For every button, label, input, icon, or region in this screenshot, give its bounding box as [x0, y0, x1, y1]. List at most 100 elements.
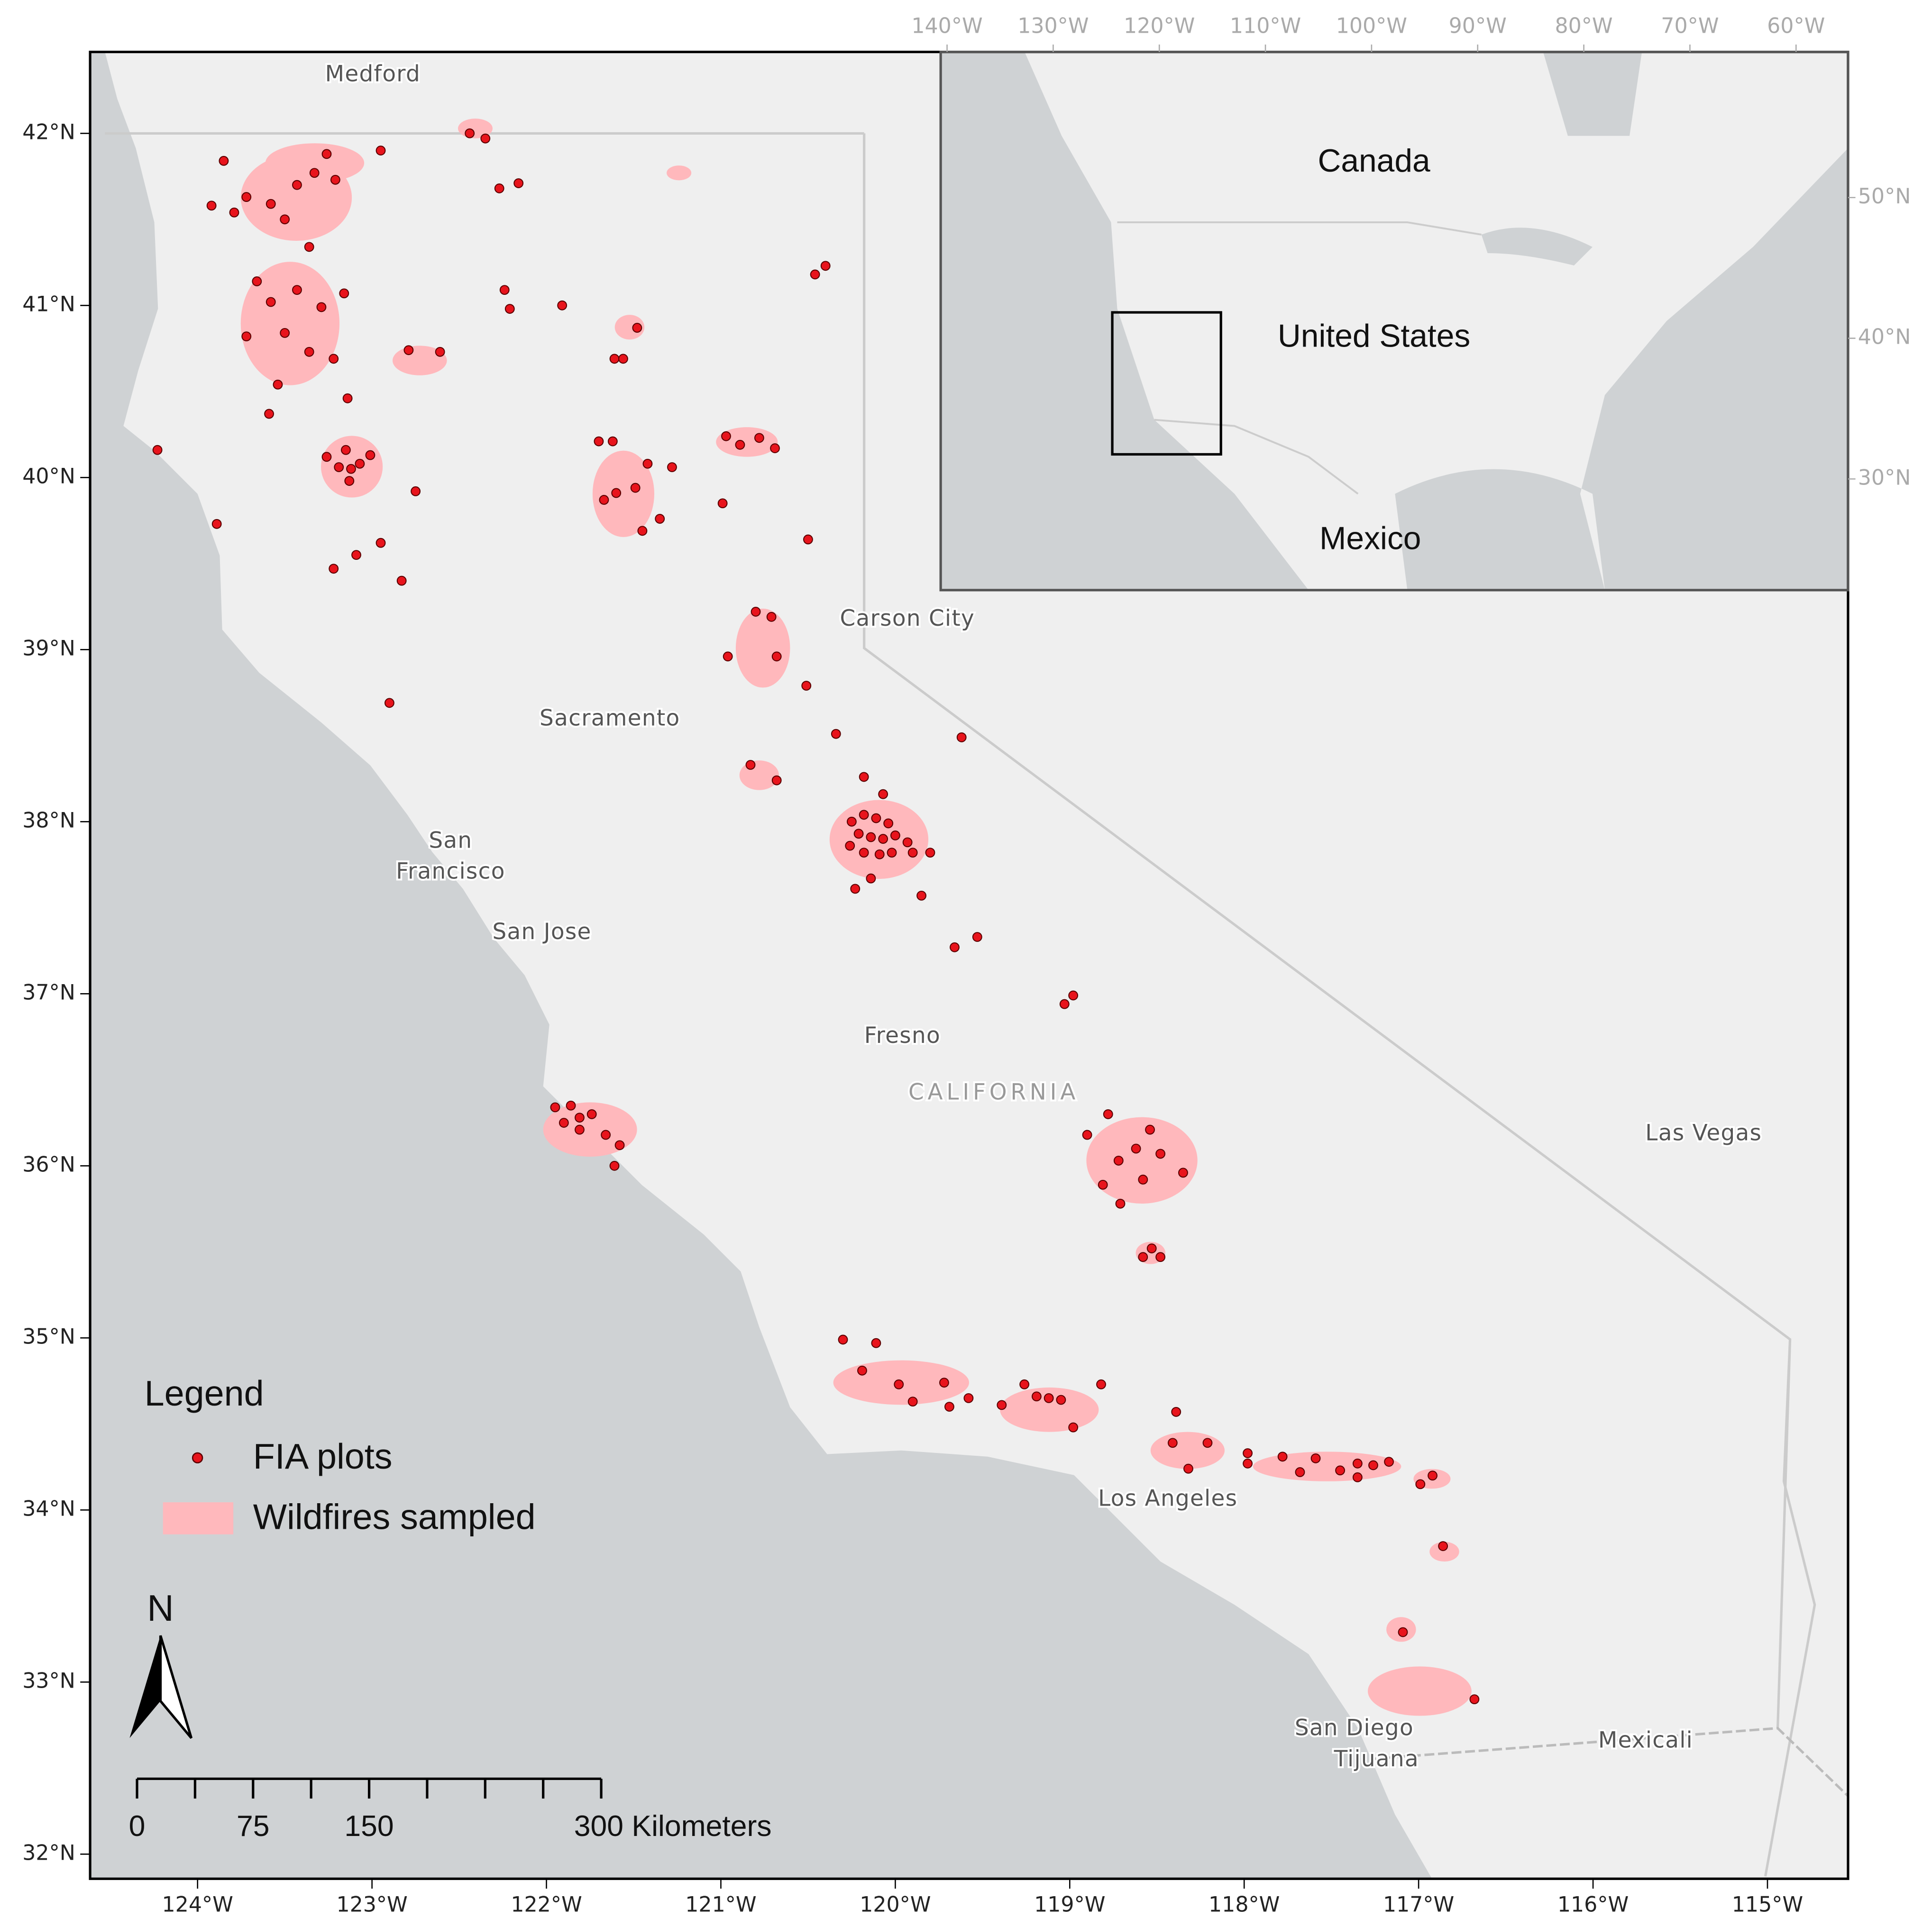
place-label: Las Vegas — [1645, 1121, 1762, 1146]
fia-plot — [902, 837, 913, 848]
fia-plot — [831, 729, 841, 739]
place-label: Tijuana — [1334, 1746, 1419, 1772]
fia-plot — [907, 1397, 918, 1407]
x-tick-label: 119°W — [1034, 1893, 1105, 1917]
fia-plot — [499, 285, 510, 295]
y-tick-label: 38°N — [22, 808, 75, 832]
fia-plot — [1131, 1143, 1141, 1154]
fia-plot — [292, 285, 302, 295]
y-tick-label: 34°N — [22, 1497, 75, 1521]
fia-plot — [997, 1400, 1007, 1410]
fia-plot — [1243, 1458, 1253, 1469]
fia-plot — [375, 538, 386, 548]
fia-plot — [871, 813, 881, 823]
fia-plot — [771, 651, 782, 662]
fia-plot — [609, 354, 620, 364]
fia-plot — [241, 331, 252, 342]
scale-bar: 0 75 150 300 Kilometers — [129, 1777, 772, 1843]
fia-plot — [845, 840, 855, 851]
fia-plot — [1056, 1395, 1066, 1405]
inset-y-tick-label: 40°N — [1858, 325, 1911, 349]
fia-plot — [723, 651, 733, 662]
fia-plot — [751, 607, 761, 617]
fia-plot — [1138, 1252, 1148, 1262]
y-tick-label: 33°N — [22, 1669, 75, 1693]
fia-plot — [403, 345, 414, 356]
fia-plot — [1277, 1452, 1288, 1462]
fia-plot — [1068, 1422, 1079, 1433]
fia-plot — [614, 1140, 625, 1151]
fia-plot — [1352, 1458, 1363, 1469]
fia-plot — [1138, 1174, 1148, 1185]
fia-plot — [963, 1393, 974, 1403]
fia-plot — [550, 1102, 560, 1113]
fia-plot — [632, 323, 642, 333]
fia-plot — [925, 848, 935, 858]
y-tick-label: 41°N — [22, 292, 75, 316]
fia-plot — [810, 269, 820, 280]
fia-plot — [630, 483, 641, 493]
fia-plot — [1183, 1463, 1193, 1474]
fia-plot — [339, 288, 349, 299]
fia-plot — [1202, 1438, 1213, 1448]
y-tick-label: 35°N — [22, 1324, 75, 1349]
fia-plot — [385, 698, 394, 708]
fia-plot — [1428, 1470, 1438, 1481]
place-label: Mexicali — [1598, 1728, 1693, 1753]
inset-x-tick-label: 60°W — [1767, 14, 1825, 38]
place-label: Los Angeles — [1098, 1486, 1237, 1511]
fia-plot — [846, 816, 857, 827]
arrow-right — [159, 1635, 193, 1739]
fia-plot — [504, 304, 515, 314]
fia-plot — [766, 612, 777, 622]
fia-plot — [252, 276, 262, 286]
fia-plot — [1113, 1156, 1124, 1166]
inset-x-tick-label: 140°W — [911, 14, 982, 38]
fia-plot — [803, 534, 813, 545]
fia-plot — [717, 498, 728, 509]
inset-frame — [939, 50, 1850, 592]
fia-plot — [1335, 1465, 1345, 1476]
fia-plot — [599, 495, 609, 505]
fia-plot — [575, 1113, 585, 1123]
fia-plot — [273, 379, 283, 390]
fia-plot — [857, 1365, 867, 1376]
fia-plot — [1352, 1472, 1363, 1482]
fia-plots — [152, 128, 1480, 1705]
fia-plot — [292, 180, 302, 190]
country-label: Canada — [1318, 143, 1430, 179]
inset-x-tick-label: 80°W — [1555, 14, 1612, 38]
fia-plot — [637, 526, 648, 536]
place-label: San — [429, 828, 472, 854]
fia-plot — [956, 732, 967, 742]
fia-plot — [907, 848, 918, 858]
x-tick-label: 120°W — [860, 1893, 931, 1917]
fia-plot — [1082, 1130, 1092, 1140]
fia-plot — [883, 818, 894, 829]
x-tick-label: 115°W — [1732, 1893, 1803, 1917]
x-tick-label: 122°W — [511, 1893, 582, 1917]
fia-plot — [264, 409, 274, 419]
inset-map: Canada United States Mexico — [941, 52, 1848, 590]
fia-plot — [1096, 1379, 1106, 1389]
inset-x-tick-label: 120°W — [1124, 14, 1195, 38]
fia-plot — [770, 443, 780, 453]
y-tick-label: 40°N — [22, 464, 75, 488]
y-tick-label: 36°N — [22, 1152, 75, 1177]
fia-plot — [1438, 1541, 1448, 1551]
fia-plot — [229, 207, 239, 218]
place-label: Carson City — [840, 606, 975, 631]
fia-plot — [280, 328, 290, 338]
fia-plot — [321, 452, 332, 462]
fia-plot — [211, 519, 222, 529]
fia-plot — [611, 488, 622, 498]
fia-plot — [1155, 1149, 1166, 1159]
fia-plot — [820, 261, 831, 271]
scale-label: 75 — [237, 1809, 270, 1843]
legend-title: Legend — [145, 1374, 264, 1414]
fia-plot — [801, 681, 812, 691]
fia-plot — [219, 155, 229, 166]
fia-plot — [1178, 1168, 1188, 1178]
fia-plot — [944, 1402, 954, 1412]
fia-plot — [866, 873, 876, 884]
